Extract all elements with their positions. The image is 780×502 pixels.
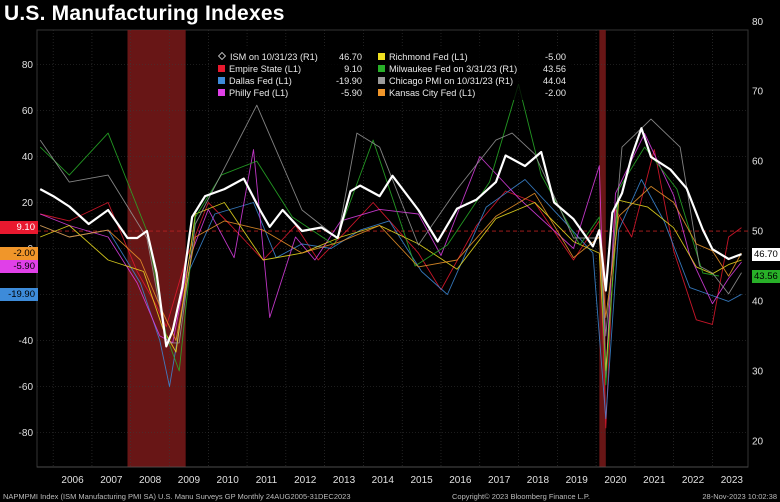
legend-value: 9.10 (344, 64, 362, 74)
legend-swatch (218, 77, 225, 84)
x-axis-tick-label: 2020 (604, 475, 627, 486)
x-axis-tick-label: 2017 (488, 475, 511, 486)
x-axis-tick-label: 2011 (256, 475, 278, 486)
legend-value: 43.56 (543, 64, 566, 74)
right-axis-tick-label: 50 (752, 227, 764, 238)
legend-value: -2.00 (545, 88, 566, 98)
legend-value: -5.00 (545, 52, 566, 62)
x-axis-tick-label: 2022 (682, 475, 705, 486)
legend-label: Milwaukee Fed on 3/31/23 (R1) (389, 64, 518, 74)
legend-swatch (378, 65, 385, 72)
recession-band (599, 30, 606, 467)
right-axis-tick-label: 60 (752, 157, 764, 168)
legend: ISM on 10/31/23 (R1) 46.70 Richmond Fed (L… (214, 48, 572, 100)
left-value-tag: 9.10 (0, 221, 38, 235)
x-axis-tick-label: 2016 (449, 475, 472, 486)
right-axis-tick-label: 30 (752, 366, 764, 377)
x-axis-tick-label: 2018 (527, 475, 550, 486)
x-axis-tick-label: 2015 (410, 475, 433, 486)
legend-label: Chicago PMI on 10/31/23 (R1) (389, 76, 514, 86)
x-axis-tick-label: 2006 (61, 475, 84, 486)
left-axis-tick-label: 60 (22, 106, 34, 117)
legend-label: Dallas Fed (L1) (229, 76, 292, 86)
left-value-tag: -5.90 (0, 260, 38, 274)
grid (37, 30, 748, 467)
series-line-ism-on-10-31-23-r1 (39, 127, 742, 348)
legend-value: -5.90 (341, 88, 362, 98)
chart-title: U.S. Manufacturing Indexes (4, 2, 285, 25)
right-axis-tick-label: 70 (752, 87, 764, 98)
legend-swatch (218, 52, 226, 60)
x-axis-tick-label: 2007 (100, 475, 123, 486)
right-axis-tick-label: 80 (752, 17, 764, 28)
legend-item: Chicago PMI on 10/31/23 (R1) (378, 75, 513, 87)
x-axis-tick-label: 2021 (643, 475, 666, 486)
right-axis-tick-label: 20 (752, 436, 764, 447)
footer-copyright: Copyright© 2023 Bloomberg Finance L.P. (452, 492, 590, 501)
right-value-tag: 46.70 (752, 247, 780, 261)
legend-item: Milwaukee Fed on 3/31/23 (R1) (378, 63, 517, 75)
right-value-tag: 43.56 (752, 269, 780, 283)
footer-source: NAPMPMI Index (ISM Manufacturing PMI SA)… (3, 492, 351, 501)
x-axis-tick-label: 2023 (721, 475, 744, 486)
legend-item: Philly Fed (L1) (218, 87, 288, 99)
x-axis-tick-label: 2010 (217, 475, 240, 486)
left-value-tag: -19.90 (0, 287, 38, 301)
legend-swatch (378, 89, 385, 96)
left-axis-tick-label: 80 (22, 60, 34, 71)
series-line-chicago-pmi-on-10-31-23-r1 (39, 104, 742, 344)
legend-value: 46.70 (339, 52, 362, 62)
legend-value: -19.90 (335, 76, 362, 86)
legend-label: Philly Fed (L1) (229, 88, 289, 98)
legend-item: Kansas City Fed (L1) (378, 87, 475, 99)
x-axis-tick-label: 2009 (178, 475, 201, 486)
legend-label: Kansas City Fed (L1) (389, 88, 476, 98)
left-value-tag: -2.00 (0, 246, 38, 260)
footer-timestamp: 28-Nov-2023 10:02:38 (702, 492, 777, 501)
legend-item: ISM on 10/31/23 (R1) (218, 51, 318, 63)
left-axis-tick-label: 40 (22, 152, 34, 163)
left-axis-tick-label: -40 (19, 336, 34, 347)
series-lines (39, 83, 742, 429)
legend-item: Empire State (L1) (218, 63, 301, 75)
left-axis-tick-label: -80 (19, 428, 34, 439)
series-line-dallas-fed-l1 (40, 179, 742, 420)
legend-label: Empire State (L1) (229, 64, 301, 74)
legend-item: Richmond Fed (L1) (378, 51, 468, 63)
series-line-empire-state-l1 (40, 149, 742, 429)
left-axis-tick-label: 20 (22, 198, 34, 209)
legend-item: Dallas Fed (L1) (218, 75, 292, 87)
x-axis-tick-label: 2014 (372, 475, 395, 486)
right-axis-tick-label: 40 (752, 296, 764, 307)
left-axis-tick-label: -60 (19, 382, 34, 393)
legend-swatch (378, 53, 385, 60)
legend-label: ISM on 10/31/23 (R1) (230, 52, 318, 62)
legend-swatch (378, 77, 385, 84)
x-axis-tick-label: 2019 (566, 475, 589, 486)
legend-swatch (218, 89, 225, 96)
x-axis-tick-label: 2013 (333, 475, 356, 486)
x-axis-tick-label: 2008 (139, 475, 162, 486)
legend-swatch (218, 65, 225, 72)
legend-value: 44.04 (543, 76, 566, 86)
legend-label: Richmond Fed (L1) (389, 52, 468, 62)
x-axis-tick-label: 2012 (294, 475, 317, 486)
